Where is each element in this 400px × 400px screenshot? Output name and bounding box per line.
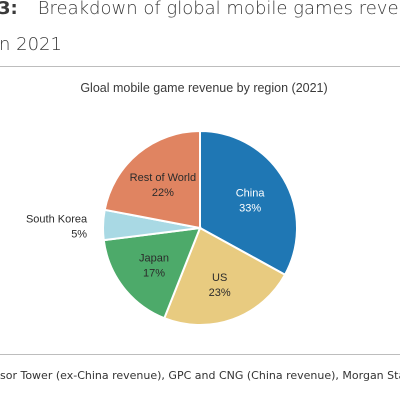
figure-title-text: Breakdown of global mobile games reve <box>37 0 399 19</box>
top-divider <box>0 66 400 67</box>
slice-value-rest-of-world: 22% <box>152 187 174 199</box>
figure-number: 3: <box>0 0 18 19</box>
figure-title-line-1: 3: Breakdown of global mobile games reve <box>0 0 399 19</box>
pie-chart: Gloal mobile game revenue by region (202… <box>26 81 328 326</box>
source-note: sor Tower (ex-China revenue), GPC and CN… <box>0 369 400 382</box>
slice-value-china: 33% <box>239 202 261 214</box>
slice-value-south-korea: 5% <box>71 229 87 241</box>
figure-title-line-2: n 2021 <box>0 34 62 55</box>
pie-slice-us <box>162 226 287 326</box>
pie-slice-rest-of-world <box>103 129 201 230</box>
figure-header: 3: Breakdown of global mobile games reve … <box>0 0 400 66</box>
slice-label-japan: Japan <box>139 253 169 265</box>
bottom-divider <box>0 354 400 355</box>
slice-label-south-korea: South Korea <box>26 214 88 226</box>
slice-label-china: China <box>236 187 266 199</box>
pie-slice-japan <box>102 226 202 320</box>
slice-label-us: US <box>212 272 227 284</box>
pie-labels: China 33% US 23% Japan 17% South Korea 5% Rest o… <box>26 172 265 299</box>
slice-value-japan: 17% <box>143 268 165 280</box>
pie-slice-china <box>199 129 298 277</box>
slice-value-us: 23% <box>209 287 231 299</box>
slice-label-rest-of-world: Rest of World <box>130 172 196 184</box>
pie-slices <box>102 129 298 326</box>
chart-title: Gloal mobile game revenue by region (202… <box>80 81 327 95</box>
